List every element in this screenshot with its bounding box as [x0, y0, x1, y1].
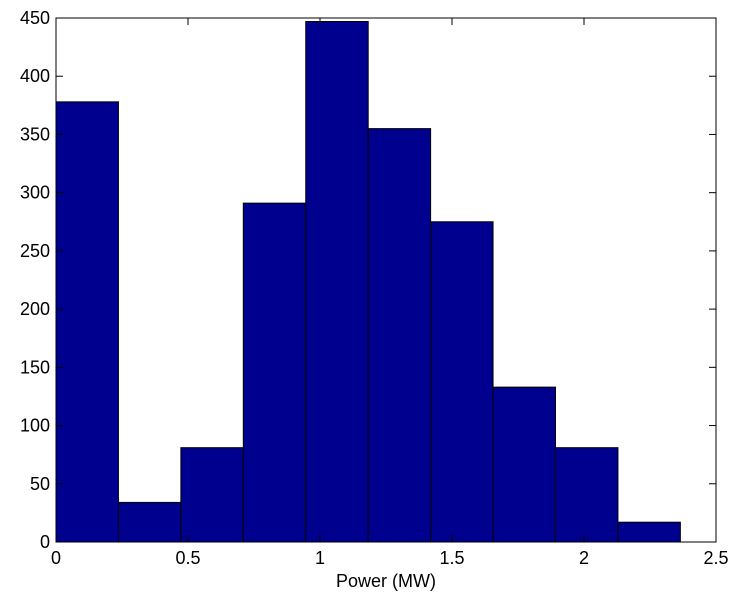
histogram-bar — [430, 221, 494, 543]
x-axis-title: Power (MW) — [336, 571, 436, 591]
bars-layer — [55, 20, 681, 543]
y-tick-label: 250 — [20, 241, 50, 261]
ticks-layer: 0 0.5 1 1.5 2 2.5 0 50 100 150 200 250 300 350 400 450 — [20, 8, 729, 568]
histogram-bar — [117, 501, 182, 543]
y-tick-label: 350 — [20, 124, 50, 144]
x-tick-label: 1.5 — [439, 548, 464, 568]
y-tick-label: 450 — [20, 8, 50, 28]
x-tick-label: 2.5 — [703, 548, 728, 568]
x-tick-label: 0 — [51, 548, 61, 568]
y-tick-label: 200 — [20, 299, 50, 319]
plot-frame — [55, 17, 717, 543]
histogram-bar — [554, 447, 619, 543]
y-tick-label: 0 — [40, 532, 50, 552]
y-tick-label: 100 — [20, 416, 50, 436]
y-tick-label: 400 — [20, 66, 50, 86]
histogram-bar — [305, 20, 369, 543]
y-tick-label: 150 — [20, 357, 50, 377]
y-tick-label: 50 — [30, 474, 50, 494]
histogram-bar — [180, 447, 244, 543]
histogram-bar — [55, 101, 119, 543]
x-tick-label: 2 — [579, 548, 589, 568]
y-tick-label: 300 — [20, 183, 50, 203]
histogram-bar — [617, 521, 681, 543]
x-tick-label: 1 — [315, 548, 325, 568]
histogram-bar — [242, 202, 307, 543]
histogram-bar — [492, 386, 556, 543]
x-tick-label: 0.5 — [175, 548, 200, 568]
histogram-bar — [367, 128, 432, 543]
